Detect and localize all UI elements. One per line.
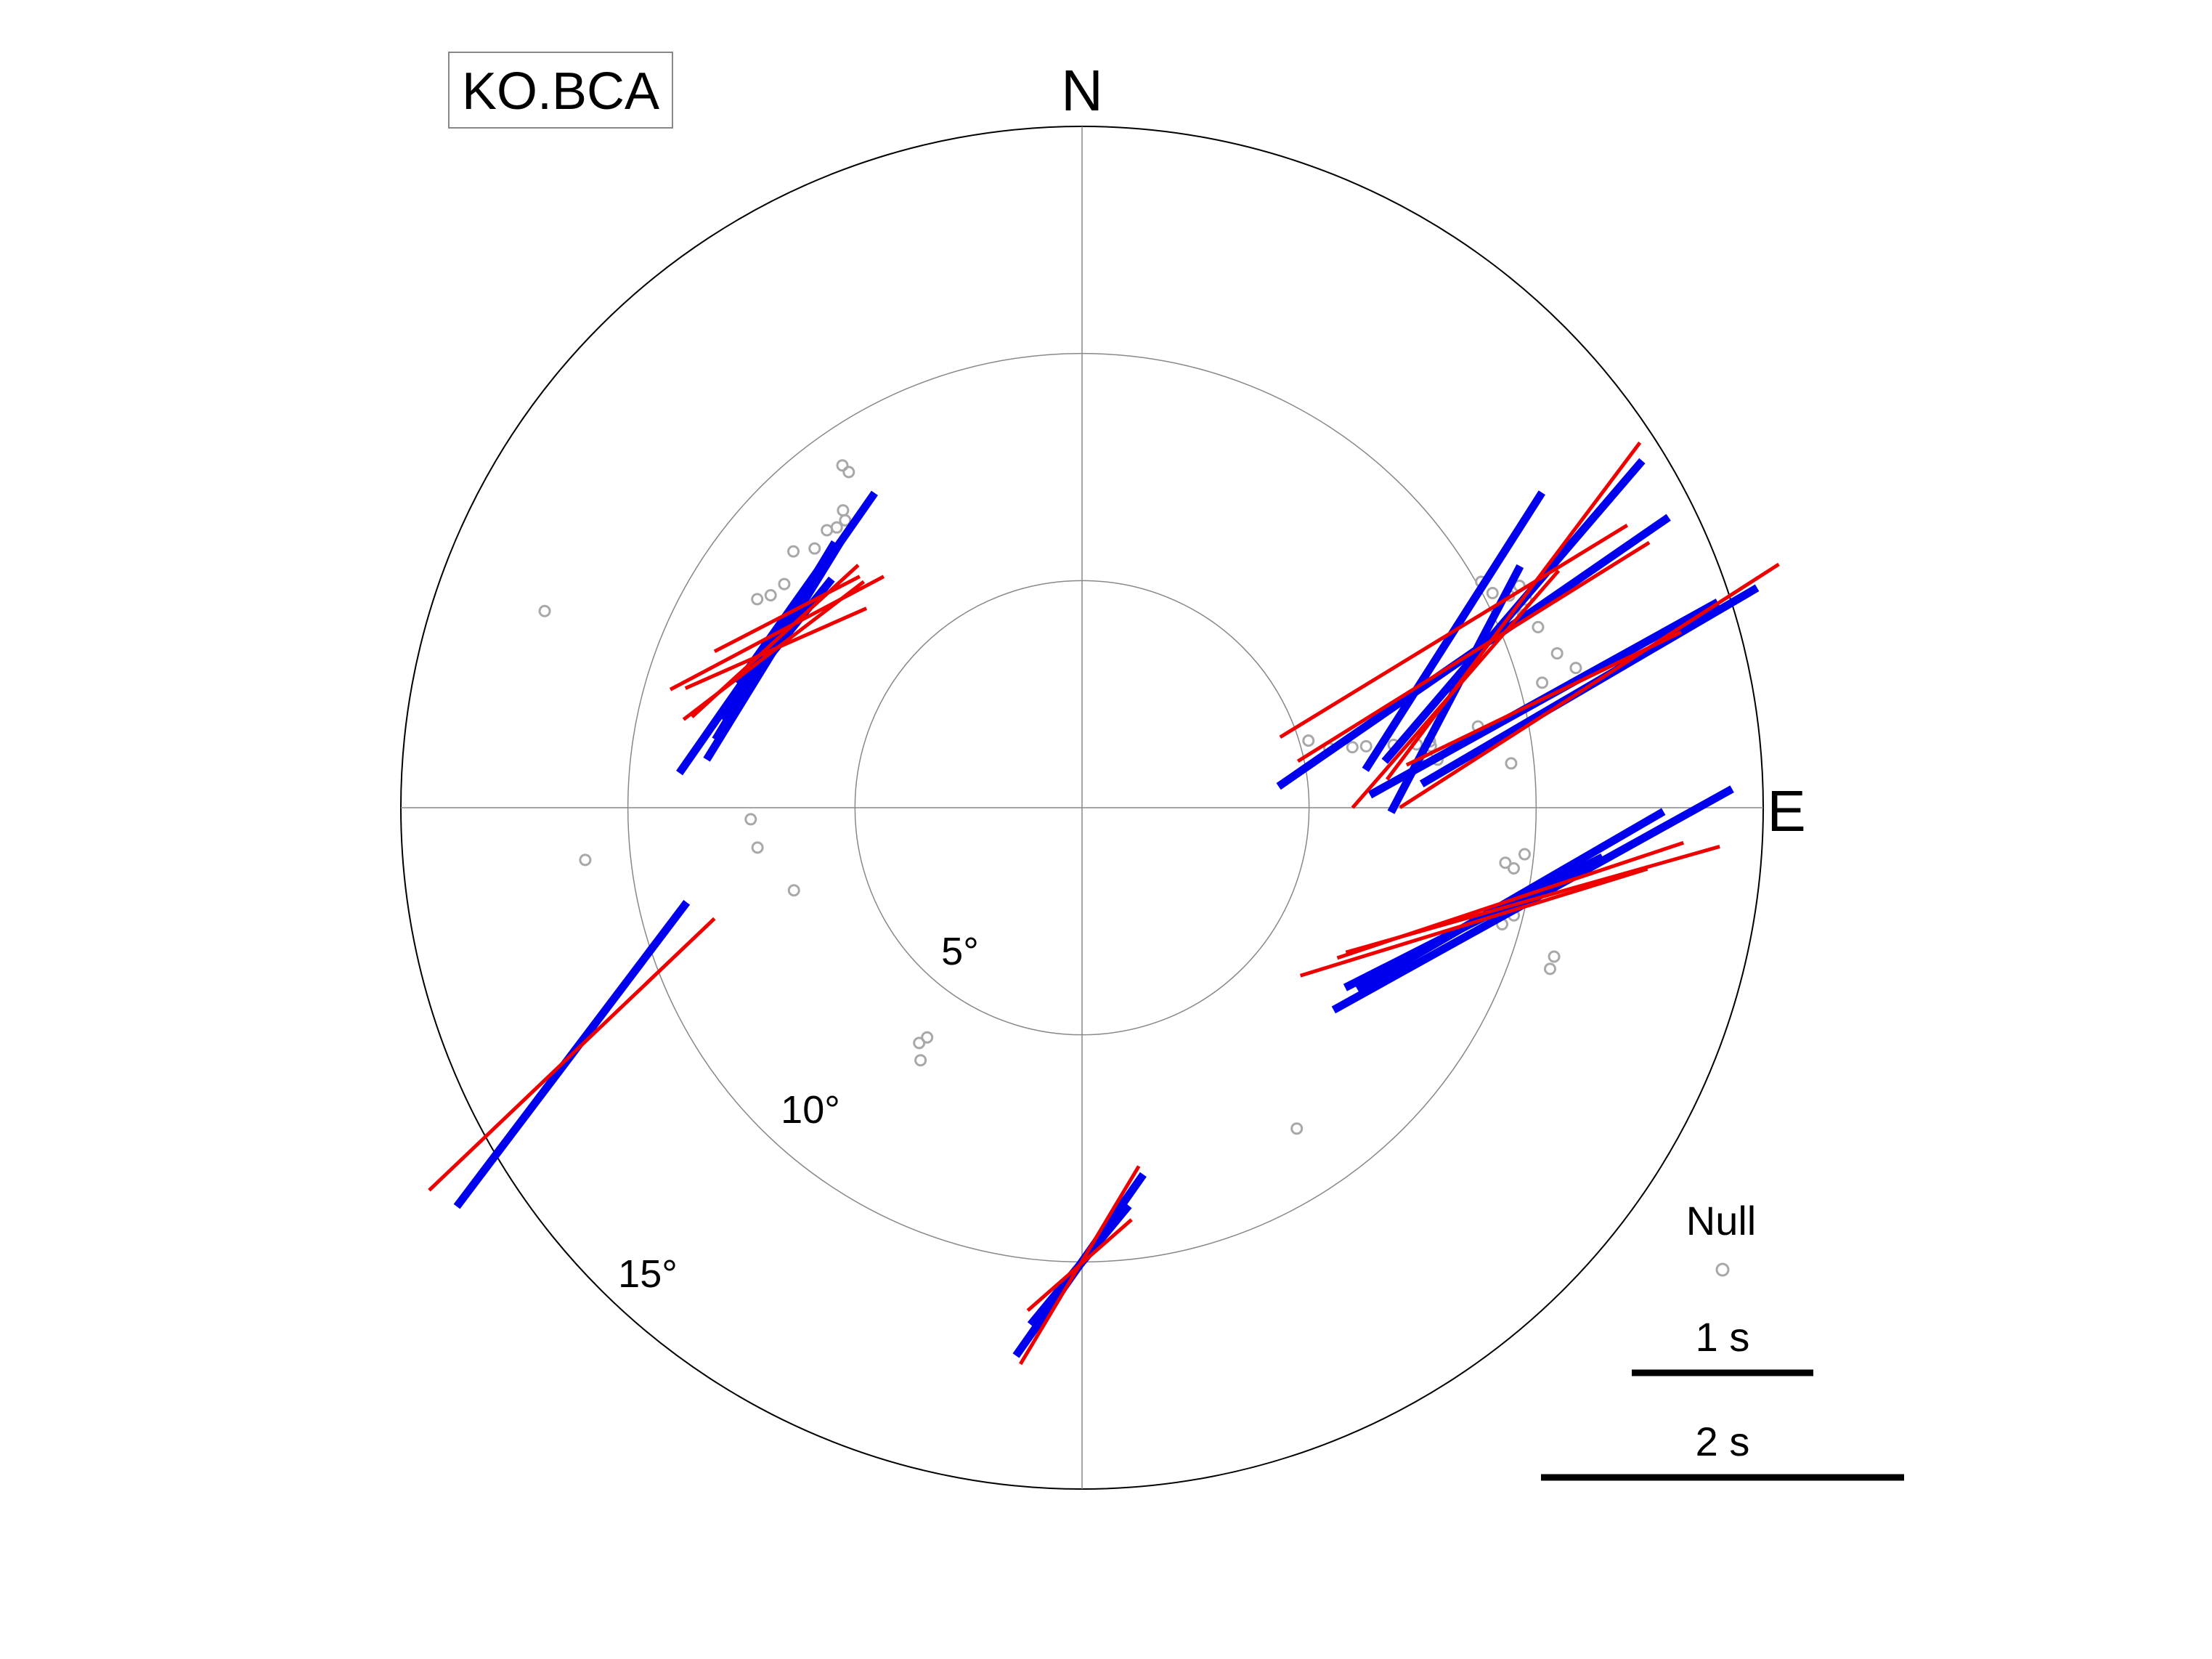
splitting-bar	[1299, 867, 1648, 978]
station-label-box	[448, 52, 673, 129]
null-marker	[1499, 856, 1512, 869]
null-marker	[839, 514, 852, 527]
north-label: N	[1061, 58, 1103, 123]
legend: Null 1 s 2 s	[1541, 1198, 1904, 1481]
null-marker	[1536, 676, 1549, 689]
null-marker	[1543, 962, 1556, 975]
null-marker	[837, 504, 850, 517]
null-marker	[1518, 848, 1531, 861]
ring-label-15: 15°	[618, 1252, 678, 1296]
null-marker	[1359, 739, 1373, 753]
scale-label-1s: 1 s	[1696, 1314, 1750, 1360]
station-label: KO.BCA	[462, 62, 659, 121]
null-marker	[914, 1054, 927, 1067]
splitting-bar	[1026, 1218, 1133, 1313]
null-marker	[579, 853, 592, 867]
null-marker	[1486, 586, 1499, 599]
null-marker	[751, 841, 764, 854]
null-marker	[1346, 741, 1359, 754]
null-marker	[836, 459, 849, 472]
null-marker	[821, 524, 834, 537]
splitting-bar	[684, 607, 868, 690]
null-legend-marker	[1715, 1262, 1730, 1277]
series-series_red	[428, 441, 1780, 1366]
east-label: E	[1767, 779, 1805, 843]
splitting-bars	[428, 441, 1780, 1366]
null-marker	[842, 466, 855, 479]
splitting-bar	[1345, 845, 1720, 954]
null-marker	[787, 884, 800, 897]
null-marker	[538, 604, 551, 617]
null-marker	[1290, 1122, 1304, 1135]
splitting-bar	[669, 575, 885, 691]
null-legend-label: Null	[1686, 1198, 1756, 1244]
splitting-bar	[1296, 540, 1651, 763]
null-marker	[1569, 662, 1582, 675]
null-marker	[778, 577, 791, 591]
splitting-bar	[428, 917, 716, 1192]
null-marker	[921, 1031, 934, 1044]
null-marker	[913, 1037, 926, 1050]
splitting-bar	[1399, 562, 1780, 809]
ring-label-10: 10°	[781, 1088, 840, 1132]
null-marker	[1507, 862, 1520, 875]
splitting-bar	[1385, 441, 1642, 781]
null-marker	[1532, 620, 1545, 633]
null-marker	[751, 593, 764, 606]
null-marker	[764, 589, 777, 602]
null-marker	[787, 545, 800, 558]
null-marker	[1302, 734, 1315, 747]
ring-label-5: 5°	[941, 930, 979, 973]
splitting-bar	[713, 575, 861, 654]
splitting-bar	[1279, 523, 1629, 739]
null-marker	[1550, 646, 1564, 660]
null-marker	[744, 813, 757, 826]
null-marker	[1548, 950, 1561, 963]
null-marker	[830, 521, 843, 534]
null-marker	[1505, 757, 1518, 770]
scale-label-2s: 2 s	[1696, 1419, 1750, 1464]
polar-grid	[400, 126, 1764, 1490]
null-markers	[538, 459, 1582, 1135]
null-marker	[808, 542, 821, 555]
